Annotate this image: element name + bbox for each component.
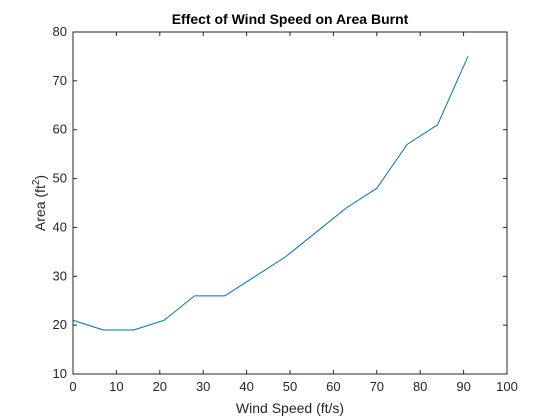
x-tick-label: 10 xyxy=(109,379,123,394)
axes-box xyxy=(72,31,508,375)
x-tick-label: 100 xyxy=(496,379,518,394)
plot-area xyxy=(73,32,507,374)
y-axis-label-superscript: 2 xyxy=(31,179,42,185)
axes xyxy=(72,31,508,375)
y-tick-label: 10 xyxy=(53,366,67,381)
series-layer xyxy=(72,56,469,331)
x-tick-label: 0 xyxy=(69,379,76,394)
plot-background xyxy=(73,32,507,374)
y-tick-label: 30 xyxy=(53,268,67,283)
y-tick-label: 60 xyxy=(53,122,67,137)
y-tick-label: 20 xyxy=(53,317,67,332)
x-tick-label: 20 xyxy=(153,379,167,394)
x-tick-label: 70 xyxy=(370,379,384,394)
chart-title: Effect of Wind Speed on Area Burnt xyxy=(172,11,409,27)
x-tick-label: 30 xyxy=(196,379,210,394)
x-tick-label: 80 xyxy=(413,379,427,394)
x-axis-label: Wind Speed (ft/s) xyxy=(236,400,344,416)
x-tick-label: 50 xyxy=(283,379,297,394)
y-tick-label: 50 xyxy=(53,171,67,186)
x-tick-label: 60 xyxy=(326,379,340,394)
y-axis-label: Area (ft2) xyxy=(31,175,48,231)
y-tick-label: 70 xyxy=(53,73,67,88)
x-tick-label: 90 xyxy=(456,379,470,394)
y-tick-label: 80 xyxy=(53,24,67,39)
y-axis-label-main: Area (ft xyxy=(32,185,48,231)
y-tick-label: 40 xyxy=(53,219,67,234)
series-line-0 xyxy=(72,56,469,331)
y-axis-label-close: ) xyxy=(32,175,48,180)
x-tick-label: 40 xyxy=(239,379,253,394)
